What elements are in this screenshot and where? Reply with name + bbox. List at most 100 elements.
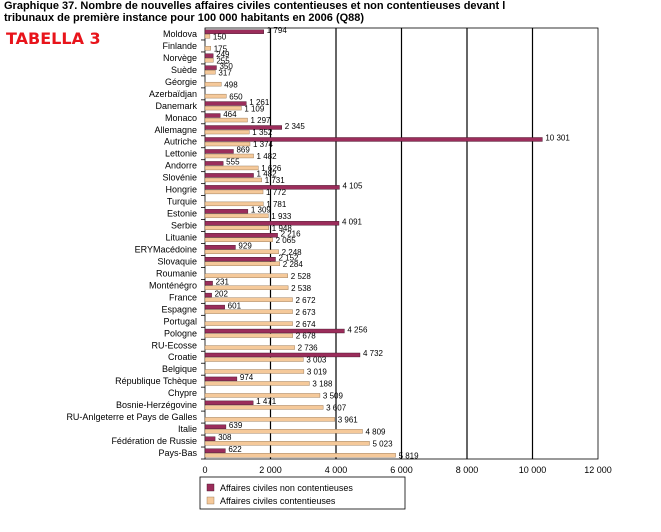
value-label-contentieuses: 3 509 xyxy=(323,392,344,401)
bar-contentieuses[interactable] xyxy=(204,141,251,147)
category-label: Finlande xyxy=(162,41,197,51)
category-label: Monténégro xyxy=(149,280,197,290)
bar-contentieuses[interactable] xyxy=(204,441,370,446)
bar-non-contentieuses[interactable] xyxy=(204,245,236,250)
legend-label-contentieuses: Affaires civiles contentieuses xyxy=(220,496,336,506)
bar-contentieuses[interactable] xyxy=(204,249,279,254)
bar-contentieuses[interactable] xyxy=(204,333,293,338)
bar-non-contentieuses[interactable] xyxy=(204,400,254,406)
value-label-contentieuses: 650 xyxy=(229,92,243,101)
bar-contentieuses[interactable] xyxy=(204,129,250,135)
value-label-contentieuses: 1 626 xyxy=(261,164,282,173)
bar-non-contentieuses[interactable] xyxy=(204,53,214,58)
category-label: Belgique xyxy=(162,364,197,374)
value-label-contentieuses: 317 xyxy=(218,68,232,77)
category-label: Espagne xyxy=(161,304,197,314)
bar-contentieuses[interactable] xyxy=(204,46,211,51)
bar-non-contentieuses[interactable] xyxy=(204,292,212,298)
value-label-non-contentieuses: 4 091 xyxy=(342,218,363,227)
bar-contentieuses[interactable] xyxy=(204,70,216,75)
bar-non-contentieuses[interactable] xyxy=(204,376,238,382)
value-label-non-contentieuses: 869 xyxy=(236,146,250,155)
bar-contentieuses[interactable] xyxy=(204,261,281,266)
bar-contentieuses[interactable] xyxy=(204,345,295,350)
x-tick-label: 10 000 xyxy=(519,465,547,475)
value-label-non-contentieuses: 601 xyxy=(228,301,242,310)
bar-contentieuses[interactable] xyxy=(204,225,269,230)
bar-contentieuses[interactable] xyxy=(204,117,248,123)
value-label-contentieuses: 5 819 xyxy=(399,451,420,460)
category-label: Chypre xyxy=(168,388,197,398)
value-label-contentieuses: 3 188 xyxy=(312,380,333,389)
value-label-contentieuses: 498 xyxy=(224,80,238,89)
bar-contentieuses[interactable] xyxy=(204,297,293,302)
bar-non-contentieuses[interactable] xyxy=(204,173,254,178)
bar-contentieuses[interactable] xyxy=(204,105,242,111)
category-label: Slovaquie xyxy=(157,256,197,266)
bar-contentieuses[interactable] xyxy=(204,417,335,422)
legend-swatch-non-contentieuses xyxy=(206,483,215,492)
value-label-contentieuses: 255 xyxy=(216,56,230,65)
bar-contentieuses[interactable] xyxy=(204,309,293,314)
bar-contentieuses[interactable] xyxy=(204,189,264,195)
bar-contentieuses[interactable] xyxy=(204,58,214,63)
bar-non-contentieuses[interactable] xyxy=(204,328,345,334)
bar-contentieuses[interactable] xyxy=(204,357,304,362)
value-label-contentieuses: 1 781 xyxy=(266,200,287,209)
bar-contentieuses[interactable] xyxy=(204,81,222,87)
bar-contentieuses[interactable] xyxy=(204,285,289,290)
bar-contentieuses[interactable] xyxy=(204,273,288,278)
bar-non-contentieuses[interactable] xyxy=(204,233,278,238)
bar-contentieuses[interactable] xyxy=(204,153,254,159)
value-label-non-contentieuses: 555 xyxy=(226,158,240,167)
bar-non-contentieuses[interactable] xyxy=(204,65,217,70)
bar-non-contentieuses[interactable] xyxy=(204,149,234,154)
category-label: ERYMacédoine xyxy=(135,244,197,254)
category-label: Croatie xyxy=(168,352,197,362)
value-label-contentieuses: 3 003 xyxy=(306,356,327,365)
bar-contentieuses[interactable] xyxy=(204,393,321,398)
value-label-contentieuses: 5 023 xyxy=(373,439,394,448)
value-label-contentieuses: 2 248 xyxy=(282,248,303,257)
bar-contentieuses[interactable] xyxy=(204,321,293,326)
bar-non-contentieuses[interactable] xyxy=(204,424,227,429)
category-label: RU-Ecosse xyxy=(151,340,197,350)
bar-non-contentieuses[interactable] xyxy=(204,185,340,190)
bar-contentieuses[interactable] xyxy=(204,453,396,458)
bar-non-contentieuses[interactable] xyxy=(204,101,247,106)
category-label: Pays-Bas xyxy=(158,448,197,458)
bar-non-contentieuses[interactable] xyxy=(204,221,340,226)
bar-non-contentieuses[interactable] xyxy=(204,280,213,286)
category-label: Danemark xyxy=(155,101,197,111)
bar-non-contentieuses[interactable] xyxy=(204,304,225,310)
bar-non-contentieuses[interactable] xyxy=(204,113,221,118)
bar-contentieuses[interactable] xyxy=(204,369,305,374)
bar-non-contentieuses[interactable] xyxy=(204,125,282,130)
value-label-non-contentieuses: 2 345 xyxy=(285,122,306,131)
bar-contentieuses[interactable] xyxy=(204,381,310,386)
x-tick-label: 12 000 xyxy=(584,465,612,475)
bar-contentieuses[interactable] xyxy=(204,177,262,183)
bar-non-contentieuses[interactable] xyxy=(204,161,224,166)
bar-contentieuses[interactable] xyxy=(204,165,259,171)
bar-non-contentieuses[interactable] xyxy=(204,209,249,214)
bar-contentieuses[interactable] xyxy=(204,34,211,39)
bar-non-contentieuses[interactable] xyxy=(204,352,361,358)
value-label-contentieuses: 1 948 xyxy=(272,224,293,233)
bar-non-contentieuses[interactable] xyxy=(204,257,276,262)
bar-contentieuses[interactable] xyxy=(204,429,363,434)
category-label: Autriche xyxy=(164,137,197,147)
value-label-contentieuses: 3 961 xyxy=(338,416,359,425)
table-tag: TABELLA 3 xyxy=(6,29,101,48)
bar-non-contentieuses[interactable] xyxy=(204,137,543,142)
bar-contentieuses[interactable] xyxy=(204,201,264,207)
value-label-contentieuses: 3 607 xyxy=(326,404,347,413)
bar-contentieuses[interactable] xyxy=(204,237,273,242)
bar-contentieuses[interactable] xyxy=(204,93,227,99)
bar-contentieuses[interactable] xyxy=(204,405,324,410)
category-label: Hongrie xyxy=(165,185,197,195)
bar-non-contentieuses[interactable] xyxy=(204,448,226,453)
bar-contentieuses[interactable] xyxy=(204,213,269,219)
bar-non-contentieuses[interactable] xyxy=(204,29,264,34)
bar-non-contentieuses[interactable] xyxy=(204,436,216,441)
